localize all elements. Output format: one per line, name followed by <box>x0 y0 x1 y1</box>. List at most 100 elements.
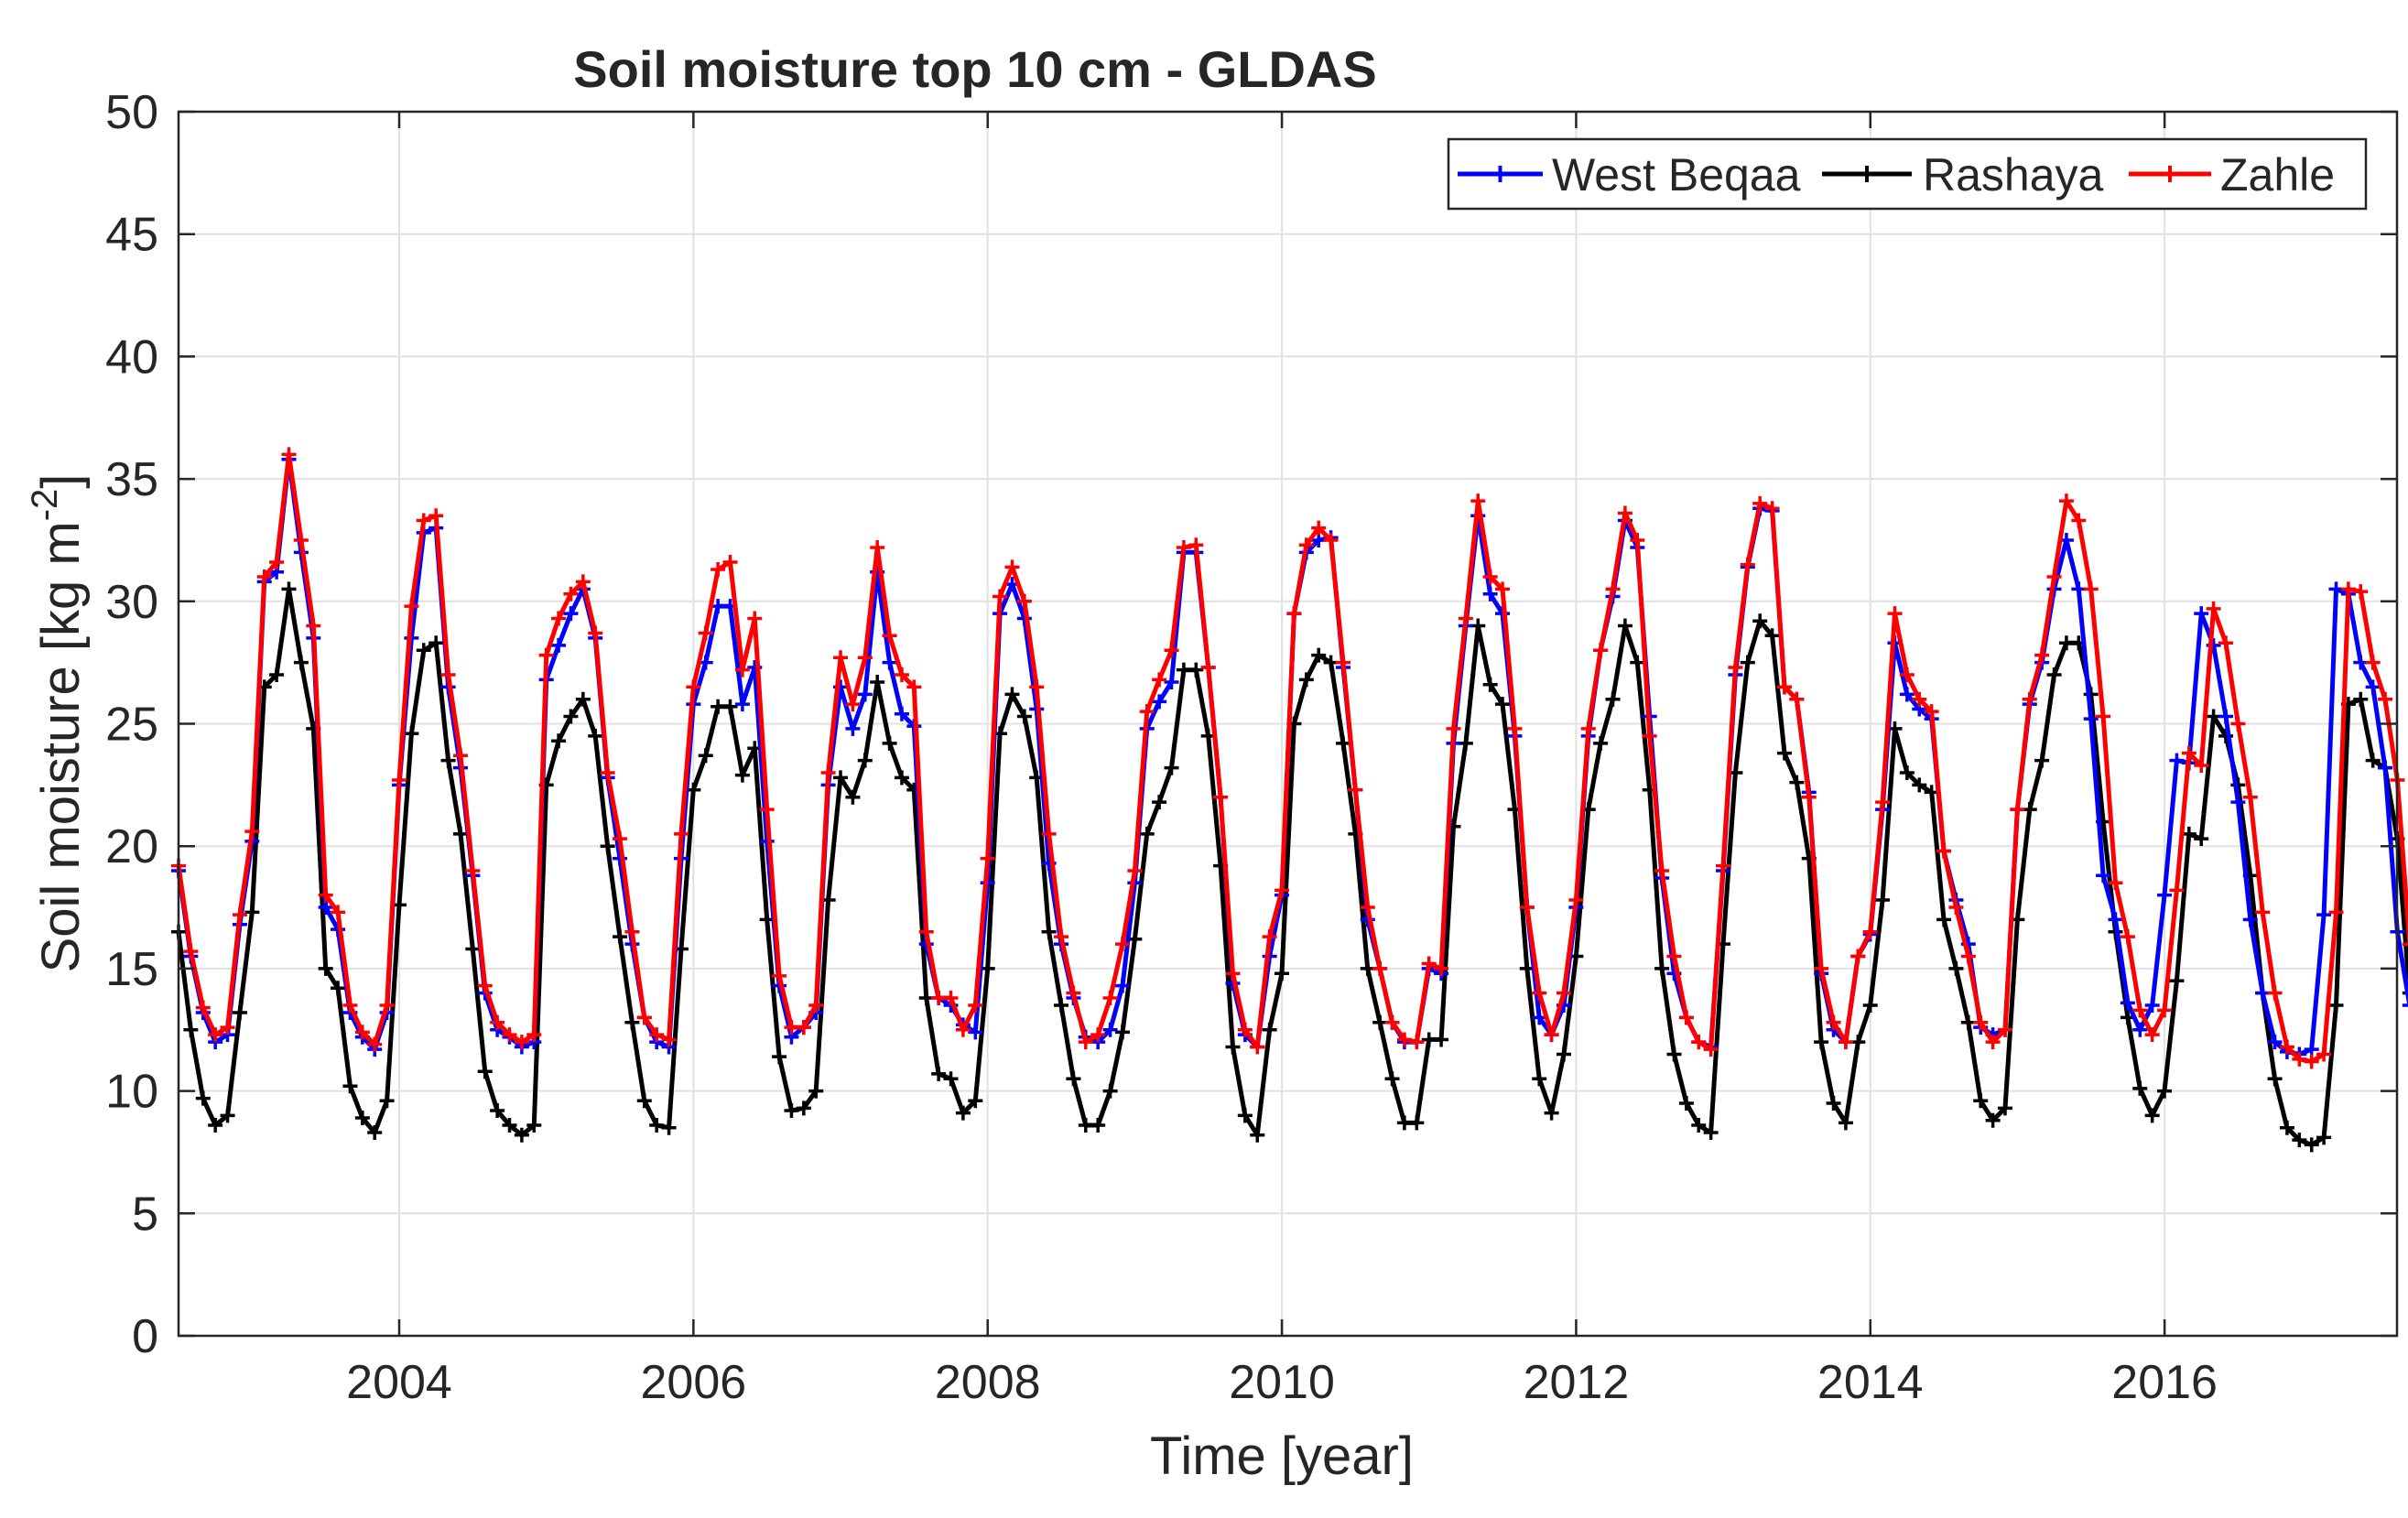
data-point-zahle <box>992 589 1008 604</box>
data-point-zahle <box>2034 647 2050 663</box>
data-point-zahle <box>1335 655 1350 670</box>
data-point-zahle <box>2046 569 2062 585</box>
data-point-west-beqaa <box>1152 694 1167 710</box>
data-point-zahle <box>2058 493 2074 509</box>
data-point-rashaya <box>1176 662 1191 678</box>
data-point-rashaya <box>1678 1095 1694 1111</box>
data-point-zahle <box>232 907 247 923</box>
data-point-rashaya <box>710 699 726 714</box>
data-point-rashaya <box>1384 1071 1400 1087</box>
y-tick-label: 30 <box>105 576 158 629</box>
data-point-rashaya <box>2144 1108 2160 1123</box>
data-point-zahle <box>980 851 995 866</box>
data-point-zahle <box>220 1020 235 1035</box>
data-point-zahle <box>269 555 285 570</box>
data-point-zahle <box>1114 937 1130 952</box>
data-point-zahle <box>183 944 199 960</box>
data-point-zahle <box>968 998 983 1014</box>
data-point-rashaya <box>943 1071 959 1087</box>
data-point-rashaya <box>2058 635 2074 651</box>
data-point-rashaya <box>968 1093 983 1109</box>
data-point-rashaya <box>1250 1127 1265 1143</box>
data-point-zahle <box>428 508 444 524</box>
data-point-zahle <box>894 667 909 683</box>
data-point-zahle <box>1311 520 1327 536</box>
data-point-rashaya <box>416 643 431 658</box>
data-point-zahle <box>1716 858 1731 873</box>
data-point-west-beqaa <box>2304 1042 2319 1057</box>
x-tick-label: 2004 <box>346 1356 452 1409</box>
data-point-zahle <box>1372 960 1388 976</box>
data-point-zahle <box>918 924 934 939</box>
data-point-rashaya <box>2279 1120 2294 1135</box>
legend: West Beqaa Rashaya Zahle <box>1447 137 2368 211</box>
data-point-zahle <box>649 1027 665 1043</box>
data-point-zahle <box>613 831 628 847</box>
y-tick-label: 35 <box>105 453 158 506</box>
data-point-zahle <box>1348 782 1363 797</box>
data-point-west-beqaa <box>2132 1022 2148 1037</box>
y-axis-label-close: ] <box>31 474 91 489</box>
data-point-rashaya <box>1016 709 1032 724</box>
data-point-zahle <box>2132 1003 2148 1018</box>
x-axis-label: Time [year] <box>1150 1426 1414 1486</box>
data-point-zahle <box>1532 985 1547 1001</box>
data-point-rashaya <box>1275 966 1290 981</box>
data-point-zahle <box>318 887 333 903</box>
data-point-rashaya <box>1703 1125 1719 1141</box>
data-point-zahle <box>1360 900 1375 916</box>
data-point-zahle <box>906 679 922 695</box>
data-point-zahle <box>2194 757 2209 773</box>
data-point-rashaya <box>318 960 333 976</box>
data-point-rashaya <box>208 1118 223 1133</box>
data-point-zahle <box>1985 1035 2001 1050</box>
data-point-zahle <box>2108 875 2123 891</box>
data-point-zahle <box>1102 990 1118 1005</box>
data-point-west-beqaa <box>2071 581 2087 597</box>
data-point-rashaya <box>1973 1093 1989 1109</box>
data-point-rashaya <box>661 1120 677 1135</box>
data-point-rashaya <box>2022 802 2037 818</box>
data-point-zahle <box>698 625 713 641</box>
data-point-zahle <box>808 998 824 1014</box>
data-point-rashaya <box>1041 924 1057 939</box>
data-point-zahle <box>1066 985 1081 1001</box>
data-point-rashaya <box>1298 672 1314 688</box>
ticks: 0 5 10 15 20 25 30 35 40 45 50 2004 2006 2008 2010 2012… <box>105 86 2397 1409</box>
data-point-zahle <box>1776 679 1792 695</box>
data-point-rashaya <box>354 1111 370 1126</box>
data-point-zahle <box>1176 539 1191 555</box>
data-point-rashaya <box>281 581 297 597</box>
data-point-zahle <box>208 1027 223 1043</box>
data-point-zahle <box>1421 956 1437 971</box>
data-point-zahle <box>2230 716 2246 732</box>
data-point-zahle <box>1801 789 1817 805</box>
data-point-west-beqaa <box>318 900 333 916</box>
data-point-zahle <box>772 968 787 983</box>
data-point-rashaya <box>1997 1101 2012 1116</box>
data-point-west-beqaa <box>2083 711 2099 727</box>
legend-label-rashaya: Rashaya <box>1923 149 2104 201</box>
data-point-zahle <box>2071 513 2087 528</box>
data-point-zahle <box>2096 709 2111 724</box>
y-tick-label: 25 <box>105 699 158 752</box>
data-point-zahle <box>833 650 849 666</box>
x-tick-label: 2008 <box>935 1356 1041 1409</box>
data-point-zahle <box>1029 679 1045 695</box>
data-point-rashaya <box>2304 1137 2319 1153</box>
data-point-rashaya <box>2292 1133 2307 1148</box>
data-point-rashaya <box>1789 775 1805 790</box>
data-point-rashaya <box>1421 1032 1437 1047</box>
data-point-zahle <box>1580 721 1596 736</box>
data-point-rashaya <box>551 733 567 749</box>
data-point-zahle <box>563 586 579 602</box>
data-point-rashaya <box>1360 960 1375 976</box>
data-point-rashaya <box>772 1049 787 1065</box>
data-point-zahle <box>2010 802 2025 818</box>
data-point-zahle <box>2120 929 2135 945</box>
data-point-zahle <box>1875 795 1891 810</box>
data-point-zahle <box>1152 672 1167 688</box>
data-point-rashaya <box>2316 1130 2332 1145</box>
data-point-zahle <box>1593 643 1609 658</box>
y-tick-label: 40 <box>105 331 158 384</box>
